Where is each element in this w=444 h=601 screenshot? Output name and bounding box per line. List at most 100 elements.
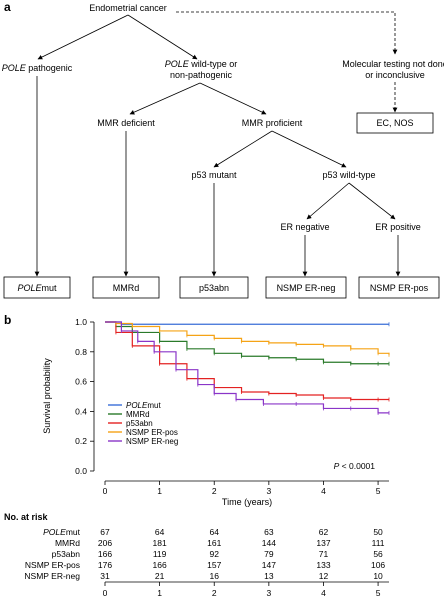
legend-label: NSMP ER-pos <box>126 428 178 437</box>
edge-root-pole-wild <box>127 14 198 60</box>
risk-cell: 64 <box>155 527 165 537</box>
risk-tick-label: 2 <box>212 588 217 598</box>
box-polemut <box>3 276 71 299</box>
risk-cell: 13 <box>264 571 274 581</box>
y-tick-label: 1.0 <box>75 317 87 327</box>
risk-cell: 157 <box>207 560 221 570</box>
risk-cell: 92 <box>209 549 219 559</box>
risk-cell: 71 <box>319 549 329 559</box>
risk-row-label: NSMP ER-pos <box>25 560 80 570</box>
risk-cell: 111 <box>372 538 385 548</box>
legend-label: NSMP ER-neg <box>126 437 178 446</box>
risk-cell: 166 <box>153 560 167 570</box>
legend-label: POLEmut <box>126 401 161 410</box>
box-nsmp-neg <box>265 276 347 299</box>
edge-wild-mmr-deficient <box>129 82 201 115</box>
node-molecular-line1: Molecular testing not done <box>342 59 444 69</box>
risk-cell: 67 <box>100 527 110 537</box>
box-nsmp-pos-label: NSMP ER-pos <box>370 283 429 293</box>
risk-cell: 176 <box>98 560 112 570</box>
box-p53abn-label: p53abn <box>199 283 229 293</box>
node-endometrial-cancer: Endometrial cancer <box>89 3 167 13</box>
node-mmr-deficient: MMR deficient <box>97 118 155 128</box>
node-molecular-line2: or inconclusive <box>365 70 425 80</box>
risk-tick-label: 1 <box>157 588 162 598</box>
node-pole-wild-line2: non-pathogenic <box>170 70 233 80</box>
panel-b-label: b <box>4 313 11 327</box>
risk-cell: 31 <box>100 571 110 581</box>
risk-cell: 133 <box>316 560 330 570</box>
risk-tick-label: 5 <box>376 588 381 598</box>
x-tick-label: 2 <box>212 486 217 496</box>
box-nsmp-neg-label: NSMP ER-neg <box>277 283 336 293</box>
risk-cell: 64 <box>209 527 219 537</box>
risk-cell: 137 <box>316 538 330 548</box>
risk-tick-label: 0 <box>103 588 108 598</box>
panel-a-label: a <box>4 0 11 14</box>
risk-cell: 56 <box>373 549 383 559</box>
y-tick-label: 0.0 <box>75 466 87 476</box>
box-nsmp-pos <box>358 276 440 299</box>
y-tick-label: 0.8 <box>75 347 87 357</box>
x-ticks: 0 1 2 3 4 5 <box>103 481 381 496</box>
node-er-positive: ER positive <box>375 222 421 232</box>
x-tick-label: 3 <box>266 486 271 496</box>
risk-cell: 16 <box>209 571 219 581</box>
y-axis-label: Survival probability <box>42 358 52 434</box>
node-pole-wild-line1: POLE wild-type or <box>165 59 238 69</box>
curve-polemut <box>105 321 389 325</box>
risk-cell: 166 <box>98 549 112 559</box>
box-ec-nos-label: EC, NOS <box>376 118 413 128</box>
node-pole-pathogenic: POLE pathogenic <box>2 63 73 73</box>
risk-cell: 181 <box>153 538 167 548</box>
y-tick-label: 0.6 <box>75 377 87 387</box>
x-tick-label: 0 <box>103 486 108 496</box>
node-p53-mutant: p53 mutant <box>191 170 237 180</box>
risk-table-title: No. at risk <box>4 512 49 522</box>
risk-cell: 10 <box>373 571 383 581</box>
risk-cell: 119 <box>153 549 167 559</box>
p-value: P < 0.0001 <box>334 461 376 471</box>
risk-row-label: POLEmut <box>43 527 80 537</box>
risk-cell: 63 <box>264 527 274 537</box>
risk-cell: 62 <box>319 527 329 537</box>
node-er-negative: ER negative <box>280 222 329 232</box>
panel-a: a Endometrial cancer POLE pathogenic POL… <box>2 0 444 299</box>
box-mmrd-label: MMRd <box>113 283 140 293</box>
x-axis-label: Time (years) <box>222 497 272 507</box>
risk-cell: 21 <box>155 571 165 581</box>
box-p53abn <box>179 276 249 299</box>
survival-curves <box>105 321 390 415</box>
y-tick-label: 0.2 <box>75 436 87 446</box>
box-mmrd <box>92 276 160 299</box>
curve-mmrd <box>105 321 389 365</box>
y-tick-label: 0.4 <box>75 406 87 416</box>
risk-x-ticks: 0 1 2 3 4 5 <box>103 582 381 598</box>
risk-cell: 147 <box>262 560 276 570</box>
curve-nsmp-er-pos <box>105 321 390 355</box>
edge-wild-mmr-proficient <box>199 82 267 115</box>
edge-root-molecular-dashed <box>176 11 398 55</box>
curve-p53abn <box>105 321 389 401</box>
risk-cell: 161 <box>207 538 221 548</box>
x-tick-label: 4 <box>321 486 326 496</box>
risk-cell: 50 <box>373 527 383 537</box>
risk-cell: 79 <box>264 549 274 559</box>
node-p53-wild: p53 wild-type <box>322 170 375 180</box>
box-polemut-label: POLEmut <box>17 283 57 293</box>
legend-label: p53abn <box>126 419 153 428</box>
edge-mmrp-p53-mutant <box>213 130 273 168</box>
edge-root-pole-pathogenic <box>37 14 129 60</box>
risk-row-label: NSMP ER-neg <box>24 571 80 581</box>
risk-cell: 106 <box>371 560 385 570</box>
risk-row-label: p53abn <box>52 549 81 559</box>
risk-tick-label: 4 <box>321 588 326 598</box>
risk-cell: 12 <box>319 571 329 581</box>
risk-tick-label: 3 <box>266 588 271 598</box>
curve-nsmp-er-neg <box>105 321 389 414</box>
y-ticks: 0.0 0.2 0.4 0.6 0.8 1.0 <box>75 317 94 476</box>
